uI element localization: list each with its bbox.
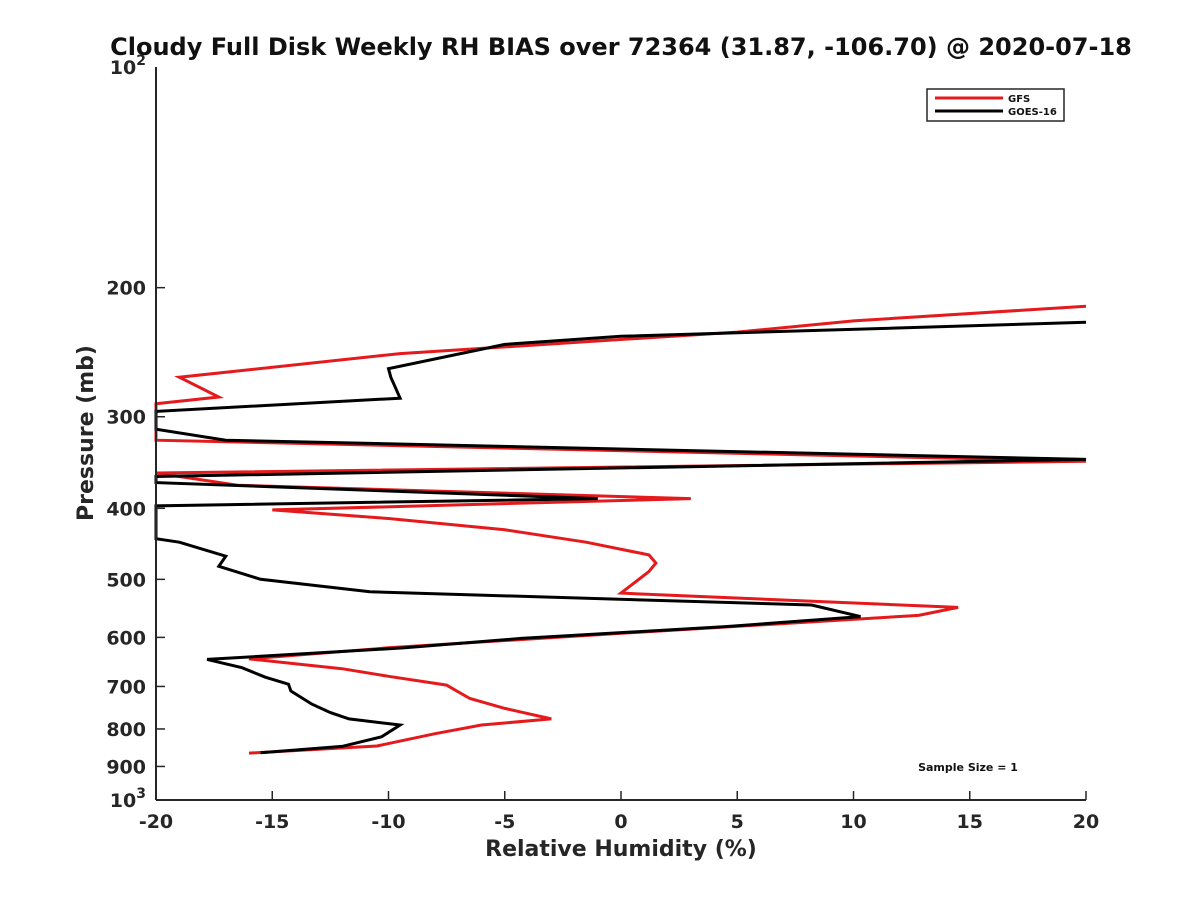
y-tick-label: 600 <box>106 627 146 649</box>
x-tick-label: -20 <box>139 811 173 833</box>
y-tick-label: 300 <box>106 407 146 429</box>
x-tick-label: 10 <box>840 811 866 833</box>
y-tick-label: 700 <box>106 676 146 698</box>
y-tick-label: 800 <box>106 719 146 741</box>
y-tick-label: 200 <box>106 278 146 300</box>
y-tick-label: 900 <box>106 756 146 778</box>
legend-label-gfs: GFS <box>1008 94 1030 105</box>
y-axis-label: Pressure (mb) <box>74 345 99 521</box>
x-tick-label: 0 <box>614 811 627 833</box>
x-tick-label: -10 <box>371 811 405 833</box>
x-tick-label: -5 <box>494 811 515 833</box>
y-ticks: 200 300 400 500 600 700 800 900 102 103 <box>106 53 165 812</box>
y-tick-label-power: 103 <box>110 786 146 812</box>
x-tick-label: 15 <box>957 811 983 833</box>
x-ticks: -20 -15 -10 -5 0 5 10 15 20 <box>139 791 1099 833</box>
x-tick-label: 5 <box>731 811 744 833</box>
y-tick-label-power: 102 <box>110 53 146 79</box>
x-axis-label: Relative Humidity (%) <box>485 837 757 862</box>
legend-label-goes16: GOES-16 <box>1008 107 1057 118</box>
series-line-gfs <box>154 304 1087 755</box>
legend-box <box>926 88 1065 122</box>
x-tick-label: -15 <box>255 811 289 833</box>
chart-title: Cloudy Full Disk Weekly RH BIAS over 723… <box>110 33 1132 61</box>
y-tick-label: 400 <box>106 498 146 520</box>
x-tick-label: 20 <box>1073 811 1099 833</box>
sample-size-annotation: Sample Size = 1 <box>918 761 1018 774</box>
legend: GFS GOES-16 <box>926 88 1065 122</box>
y-tick-label: 500 <box>106 569 146 591</box>
